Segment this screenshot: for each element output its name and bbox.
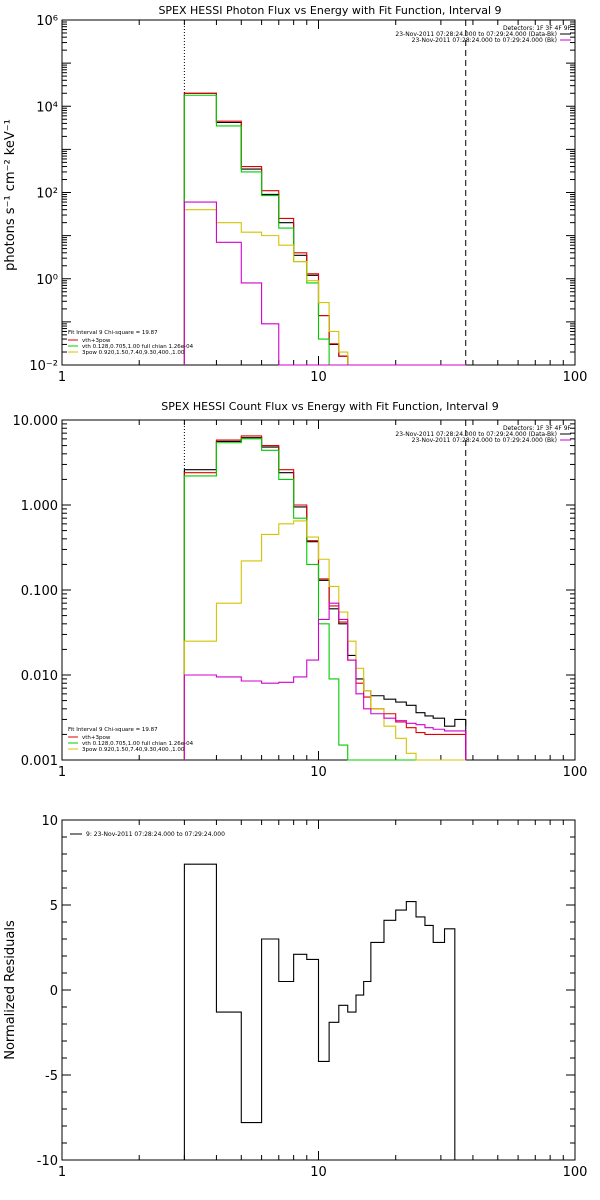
photon-flux-ytick-label: 10⁴ — [36, 100, 58, 115]
count-flux-xtick-label: 100 — [563, 765, 588, 780]
count-flux-vlines — [183, 420, 467, 760]
photon-flux-ytick-label: 10² — [36, 187, 58, 202]
count-flux-legend-entry: 23-Nov-2011 07:28:24.000 to 07:29:24.000… — [395, 431, 557, 438]
residuals-ylabel: Normalized Residuals — [3, 920, 18, 1060]
photon-flux-series-red — [183, 92, 466, 366]
photon-flux-xtick-label: 100 — [563, 370, 588, 385]
photon-flux-xtick-label: 10 — [310, 370, 327, 385]
count-flux-series-green — [183, 438, 466, 761]
photon-flux-legend-entry: 23-Nov-2011 07:28:24.000 to 07:29:24.000… — [395, 31, 557, 38]
count-flux-ytick-label: 0.100 — [21, 584, 58, 599]
photon-flux-legend: Detectors: 1F 3F 4F 9F 23-Nov-2011 07:28… — [395, 25, 571, 44]
count-flux-ytick-label: 10.000 — [13, 414, 59, 429]
residuals-xtick-label: 100 — [563, 1165, 588, 1180]
photon-flux-panel: SPEX HESSI Photon Flux vs Energy with Fi… — [3, 4, 587, 385]
photon-flux-series-magenta — [183, 201, 466, 366]
photon-flux-series — [183, 92, 466, 366]
residuals-ytick-label: -10 — [37, 1154, 58, 1169]
residuals-xtick-label: 10 — [310, 1165, 327, 1180]
count-flux-xtick-label: 10 — [310, 765, 327, 780]
count-flux-legend: Detectors: 1F 3F 4F 9F 23-Nov-2011 07:28… — [395, 425, 571, 444]
residuals-panel: Normalized Residuals 1 10 100 -10 -5 0 5 10 9: … — [3, 814, 587, 1180]
photon-flux-legend-header: Detectors: 1F 3F 4F 9F — [503, 25, 572, 32]
photon-flux-ytick-label: 10⁻² — [29, 359, 58, 374]
count-flux-ytick-label: 0.001 — [21, 754, 58, 769]
residuals-ytick-label: 5 — [50, 899, 58, 914]
count-flux-ytick-label: 0.010 — [21, 669, 58, 684]
count-flux-ticks: 1 10 100 0.001 0.010 0.100 1.000 10.000 — [13, 414, 588, 780]
residuals-ticks: 1 10 100 -10 -5 0 5 10 — [37, 814, 588, 1180]
count-fit-line: Fit Interval 9 Chi-square = 19.87 — [68, 727, 158, 733]
count-flux-xtick-label: 1 — [58, 765, 66, 780]
photon-flux-title: SPEX HESSI Photon Flux vs Energy with Fi… — [158, 4, 501, 17]
photon-flux-fit-info: Fit Interval 9 Chi-square = 19.87 vth+3p… — [68, 330, 194, 356]
residuals-xtick-label: 1 — [58, 1165, 66, 1180]
count-flux-legend-entry: 23-Nov-2011 07:28:24.000 to 07:29:24.000… — [412, 437, 557, 444]
photon-flux-series-black — [183, 92, 466, 366]
count-fit-line: 3pow 0.920,1.50,7.40,9.30,400.,1.00 — [82, 747, 185, 753]
photon-fit-line: vth+3pow — [82, 338, 111, 344]
photon-fit-line: Fit Interval 9 Chi-square = 19.87 — [68, 330, 158, 336]
count-flux-series — [183, 435, 467, 761]
photon-fit-line: 3pow 0.920,1.50,7.40,9.30,400.,1.00 — [82, 350, 185, 356]
residuals-series-black — [183, 863, 456, 1160]
residuals-legend: 9: 23-Nov-2011 07:28:24.000 to 07:29:24.… — [70, 831, 225, 838]
photon-flux-ytick-label: 10⁰ — [36, 273, 58, 288]
count-flux-series-magenta — [183, 602, 467, 760]
photon-flux-ylabel: photons s⁻¹ cm⁻² keV⁻¹ — [3, 119, 18, 271]
count-flux-ytick-label: 1.000 — [21, 499, 58, 514]
count-fit-line: vth 0.128,0.705,1.00 full chian 1.26e-04 — [82, 741, 194, 747]
photon-flux-series-green — [183, 94, 466, 366]
photon-flux-series-yellow — [183, 209, 466, 366]
count-flux-series-yellow — [183, 520, 466, 761]
photon-flux-xtick-label: 1 — [58, 370, 66, 385]
count-flux-title: SPEX HESSI Count Flux vs Energy with Fit… — [161, 400, 498, 413]
photon-flux-ytick-label: 10⁶ — [36, 14, 58, 29]
photon-flux-ticks: 1 10 100 10⁻² 10⁰ 10² 10⁴ 10⁶ — [29, 14, 587, 385]
residuals-legend-entry: 9: 23-Nov-2011 07:28:24.000 to 07:29:24.… — [86, 831, 225, 838]
residuals-ytick-label: 10 — [41, 814, 58, 829]
count-flux-series-black — [183, 437, 467, 760]
photon-fit-line: vth 0.128,0.705,1.00 full chian 1.26e-04 — [82, 344, 194, 350]
count-flux-legend-header: Detectors: 1F 3F 4F 9F — [503, 425, 572, 432]
photon-flux-legend-entry: 23-Nov-2011 07:28:24.000 to 07:29:24.000… — [412, 37, 557, 44]
photon-flux-vlines — [183, 20, 467, 365]
residuals-ytick-label: -5 — [45, 1069, 58, 1084]
count-flux-series-red — [183, 435, 467, 760]
count-fit-line: vth+3pow — [82, 735, 111, 741]
residuals-ytick-label: 0 — [50, 984, 58, 999]
count-flux-fit-info: Fit Interval 9 Chi-square = 19.87 vth+3p… — [68, 727, 194, 753]
residuals-series — [183, 863, 456, 1160]
count-flux-panel: SPEX HESSI Count Flux vs Energy with Fit… — [13, 400, 588, 780]
